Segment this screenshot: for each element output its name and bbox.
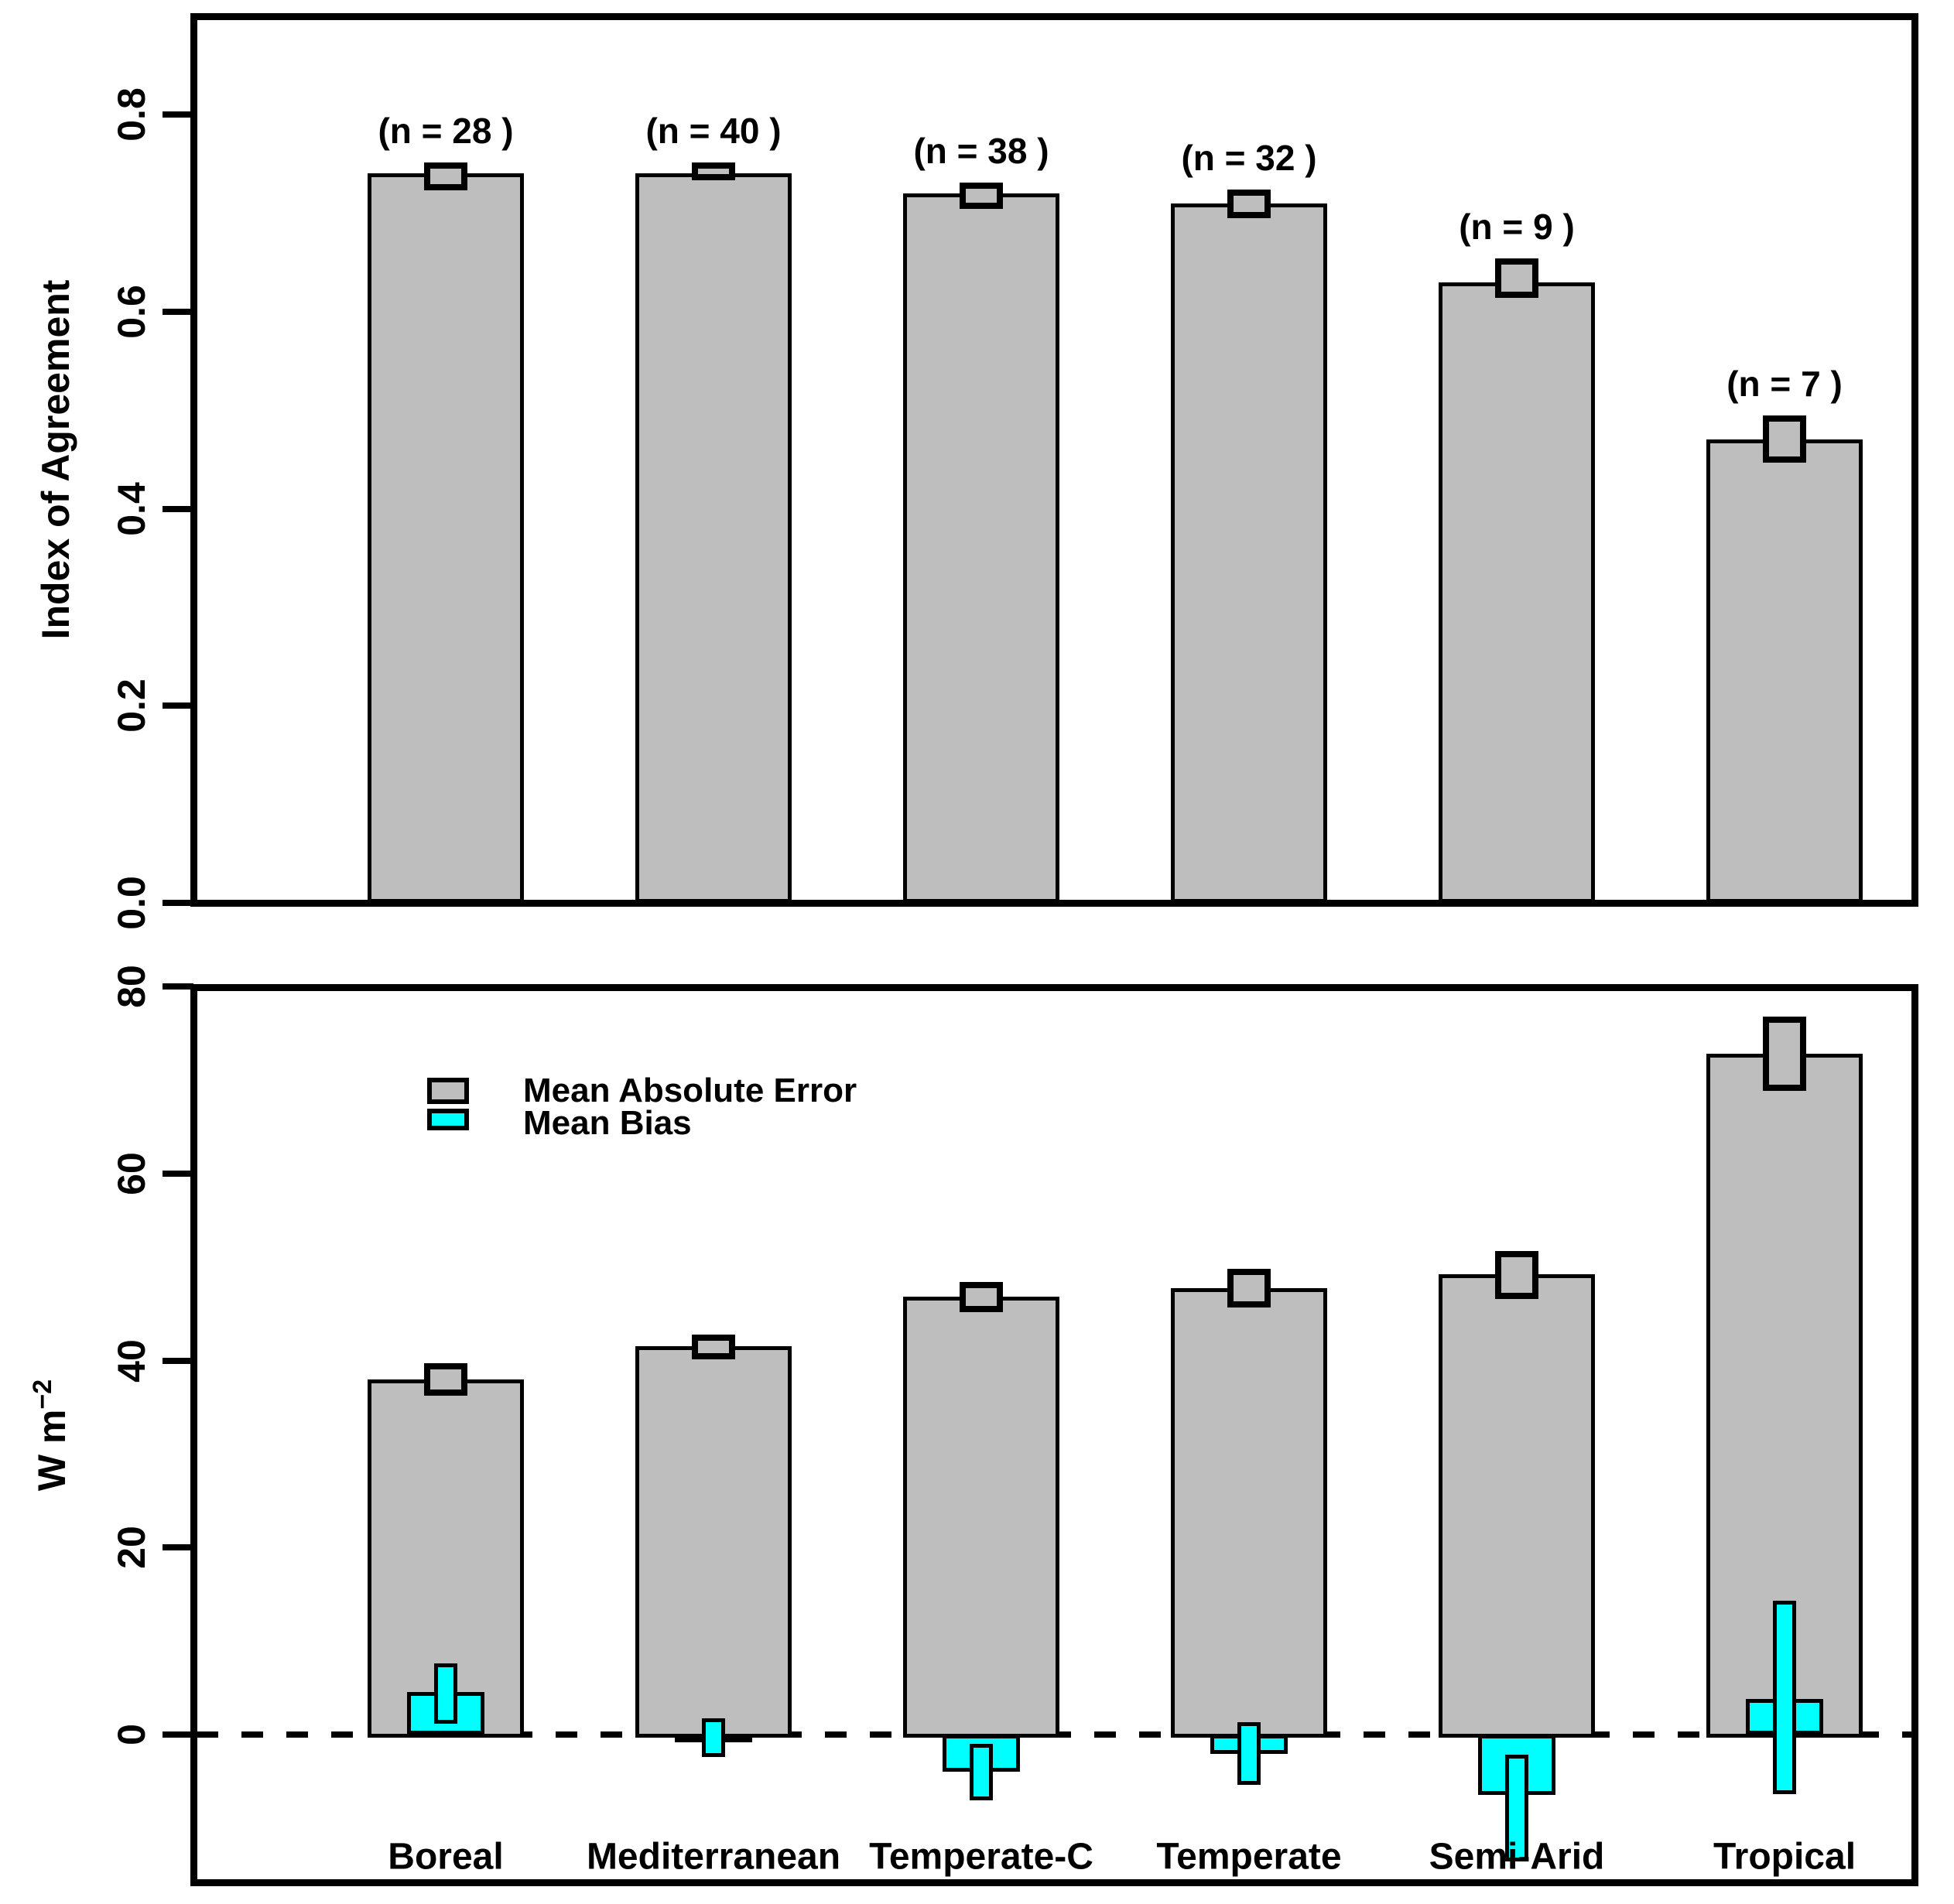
ioa-bar-semi-arid [1439, 282, 1595, 903]
mae-errorbox-boreal [424, 1363, 467, 1396]
top-panel-box [190, 13, 1918, 907]
ioa-errorbox-semi-arid [1495, 258, 1538, 298]
legend-label-mean-bias: Mean Bias [523, 1104, 692, 1142]
mae-errorbox-tropical [1763, 1016, 1806, 1092]
top-panel-tick-0.2 [163, 702, 193, 709]
bottom-panel-tick-label-0: 0 [110, 1723, 153, 1745]
ioa-bar-mediterranean [635, 173, 792, 903]
y-axis-title-bottom-sup: −2 [28, 1379, 58, 1410]
bias-errorbar-temperate-c [970, 1743, 993, 1801]
bottom-panel-tick-label-60: 60 [110, 1151, 153, 1195]
y-axis-title-top: Index of Agreement [34, 279, 77, 640]
top-panel-tick-label-0.0: 0.0 [110, 876, 153, 930]
mae-errorbox-temperate-c [960, 1282, 1003, 1312]
category-label-temperate: Temperate [1156, 1836, 1342, 1878]
bottom-panel-tick-label-40: 40 [110, 1338, 153, 1383]
n-count-label-temperate-c: (n = 38 ) [913, 130, 1049, 171]
bias-errorbar-semi-arid [1505, 1755, 1528, 1861]
top-panel-tick-label-0.8: 0.8 [110, 87, 153, 142]
legend-label-mean-absolute-error: Mean Absolute Error [523, 1072, 857, 1109]
ioa-errorbox-mediterranean [692, 162, 735, 181]
category-label-mediterranean: Mediterranean [586, 1836, 841, 1878]
ioa-bar-temperate-c [903, 193, 1059, 903]
top-panel-tick-0.0 [163, 900, 193, 906]
ioa-errorbox-tropical [1763, 415, 1806, 463]
bottom-panel-box [190, 984, 1918, 1886]
bottom-panel-tick-label-80: 80 [110, 965, 153, 1008]
bias-errorbar-temperate [1237, 1722, 1261, 1785]
ioa-errorbox-boreal [424, 162, 467, 191]
mae-errorbox-temperate [1227, 1269, 1271, 1308]
bottom-panel-tick-label-20: 20 [110, 1526, 153, 1569]
category-label-boreal: Boreal [388, 1836, 504, 1878]
top-panel-tick-label-0.4: 0.4 [110, 481, 153, 536]
ioa-errorbox-temperate [1227, 189, 1271, 218]
bottom-panel-tick-80 [163, 983, 193, 990]
bottom-panel-tick-40 [163, 1357, 193, 1364]
n-count-label-tropical: (n = 7 ) [1726, 363, 1843, 404]
n-count-label-semi-arid: (n = 9 ) [1459, 207, 1575, 247]
bias-errorbar-mediterranean [702, 1718, 725, 1757]
top-panel-tick-0.4 [163, 505, 193, 512]
category-label-semi-arid: Semi-Arid [1429, 1836, 1605, 1878]
mae-bar-temperate-c [903, 1297, 1059, 1738]
mae-bar-semi-arid [1439, 1274, 1595, 1738]
category-label-tropical: Tropical [1713, 1836, 1856, 1878]
n-count-label-mediterranean: (n = 40 ) [645, 111, 782, 152]
mae-errorbox-mediterranean [692, 1334, 735, 1360]
y-axis-title-bottom: W m−2 [28, 1379, 74, 1490]
bottom-panel-tick-60 [163, 1170, 193, 1177]
top-panel-tick-label-0.2: 0.2 [110, 679, 153, 733]
top-panel-tick-label-0.6: 0.6 [110, 285, 153, 339]
category-label-temperate-c: Temperate-C [869, 1836, 1093, 1878]
legend-swatch-mean-bias [427, 1109, 469, 1130]
top-panel-tick-0.8 [163, 111, 193, 118]
bias-errorbar-boreal [434, 1663, 457, 1725]
bottom-panel-tick-20 [163, 1544, 193, 1551]
bias-errorbar-tropical [1773, 1600, 1796, 1794]
top-panel-tick-0.6 [163, 308, 193, 315]
ioa-bar-tropical [1706, 439, 1863, 903]
mae-errorbox-semi-arid [1495, 1251, 1538, 1299]
ioa-bar-temperate [1171, 203, 1327, 903]
legend-swatch-mean-absolute-error [427, 1078, 469, 1104]
y-axis-title-bottom-main: W m [29, 1409, 74, 1491]
mae-bar-mediterranean [635, 1346, 792, 1738]
mae-bar-temperate [1171, 1288, 1327, 1738]
bottom-panel-tick-0 [163, 1731, 193, 1738]
ioa-errorbox-temperate-c [960, 182, 1003, 210]
n-count-label-boreal: (n = 28 ) [378, 111, 514, 152]
n-count-label-temperate: (n = 32 ) [1181, 137, 1317, 178]
ioa-bar-boreal [368, 173, 524, 903]
